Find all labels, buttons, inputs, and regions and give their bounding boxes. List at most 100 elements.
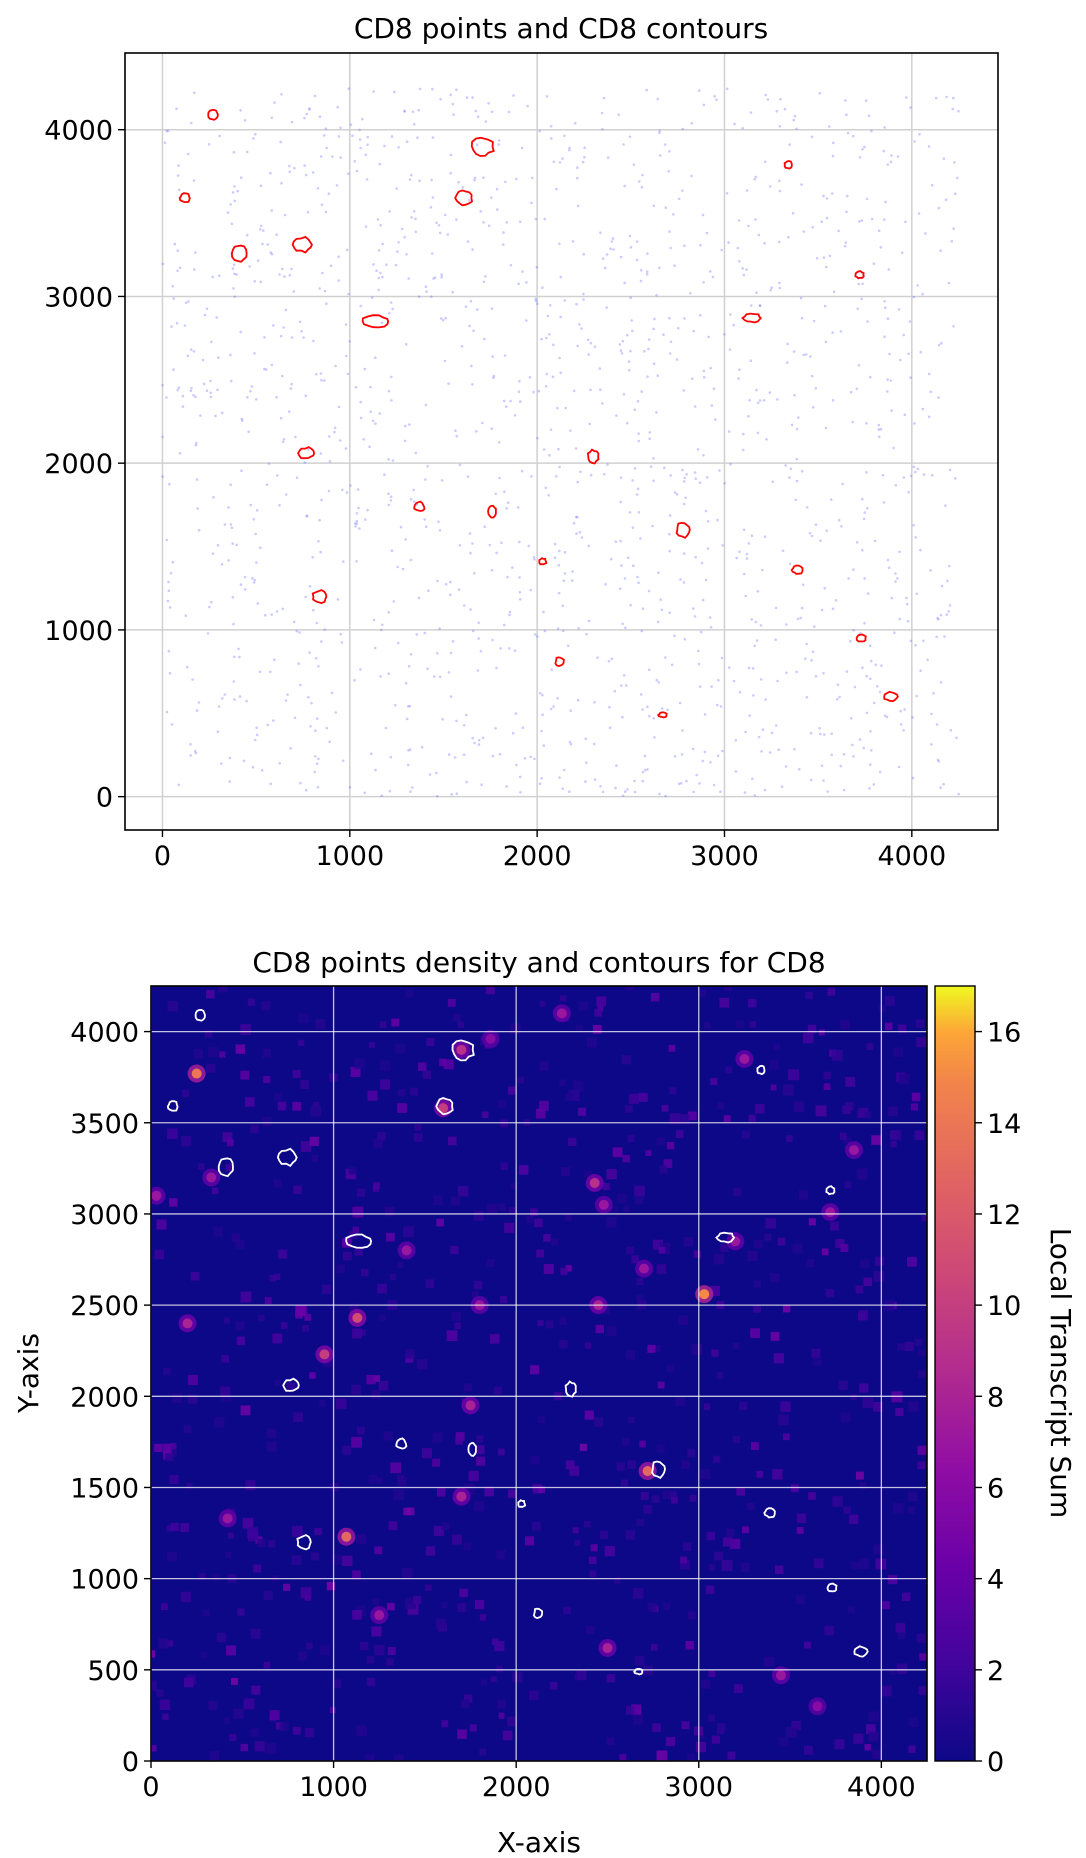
cd8-point	[866, 507, 869, 510]
density-cell	[221, 1355, 229, 1363]
cd8-point	[416, 136, 419, 139]
cd8-point	[452, 113, 455, 116]
cd8-point	[939, 786, 942, 789]
density-cell	[473, 1501, 484, 1512]
cd8-point	[548, 304, 552, 307]
cd8-point	[495, 187, 499, 191]
cd8-point	[571, 579, 574, 582]
density-cell	[263, 1076, 271, 1084]
cd8-point	[811, 406, 815, 409]
cd8-point	[429, 206, 433, 209]
cd8-point	[867, 114, 871, 118]
density-cell	[572, 1527, 579, 1534]
cd8-point	[381, 242, 384, 246]
cd8-point	[763, 160, 767, 164]
cd8-point	[763, 241, 766, 245]
cd8-point	[283, 213, 287, 217]
cd8-point	[576, 176, 579, 180]
density-cell	[643, 1504, 653, 1514]
cd8-point	[861, 148, 864, 151]
cd8-point	[455, 435, 459, 438]
density-cell	[213, 1226, 224, 1237]
cd8-point	[540, 777, 543, 780]
cd8-point	[652, 362, 656, 366]
cd8-point	[469, 608, 472, 611]
cd8-point	[555, 475, 558, 478]
cd8-point	[466, 240, 470, 243]
cd8-point	[342, 560, 345, 563]
density-cell	[366, 1374, 376, 1385]
density-cell	[257, 1538, 266, 1548]
cd8-point	[725, 87, 729, 91]
density-cell	[576, 1670, 587, 1681]
cd8-point	[820, 764, 824, 767]
cd8-point	[451, 102, 455, 106]
cd8-point	[629, 246, 633, 249]
cd8-point	[750, 618, 753, 621]
cd8-point	[861, 666, 864, 669]
density-cell	[616, 1462, 625, 1471]
density-cell	[584, 1410, 594, 1420]
cd8-point	[337, 405, 341, 409]
density-cell	[668, 1045, 676, 1052]
density-cell	[753, 1305, 761, 1313]
cd8-point	[476, 669, 480, 672]
cd8-point	[441, 717, 444, 721]
cd8-point	[468, 324, 471, 328]
cd8-point	[827, 125, 831, 128]
cd8-point	[605, 306, 608, 309]
cd8-point	[328, 460, 332, 463]
cd8-point	[633, 467, 637, 470]
cd8-point	[621, 622, 624, 626]
cd8-point	[612, 248, 615, 251]
cd8-point	[462, 724, 466, 727]
cd8-point	[318, 287, 322, 290]
cd8-point	[194, 443, 198, 447]
density-cell	[679, 1559, 690, 1570]
cd8-point	[754, 175, 758, 179]
cd8-point	[431, 196, 435, 199]
cd8-point	[314, 755, 317, 758]
cd8-point	[771, 480, 774, 484]
density-cell	[302, 1324, 310, 1332]
cd8-point	[229, 379, 233, 383]
cd8-point	[643, 754, 647, 758]
cd8-contour	[883, 690, 899, 703]
cd8-point	[947, 281, 951, 285]
cd8-point	[800, 469, 804, 473]
cd8-point	[455, 218, 458, 221]
cd8-point	[904, 96, 908, 99]
cd8-point	[521, 270, 524, 273]
density-cell	[530, 1455, 540, 1465]
cd8-point	[777, 240, 781, 244]
density-cell	[796, 1513, 807, 1523]
cd8-point	[668, 352, 672, 355]
cd8-point	[512, 94, 515, 97]
density-cell	[379, 1079, 390, 1090]
density-cell	[722, 1537, 732, 1547]
cd8-point	[825, 216, 829, 220]
density-cell	[393, 1489, 404, 1500]
cd8-point	[669, 474, 672, 477]
cd8-point	[230, 222, 234, 226]
cd8-point	[231, 542, 234, 545]
cd8-point	[284, 699, 288, 702]
cd8-point	[699, 313, 702, 317]
cd8-point	[293, 166, 296, 170]
density-hotspot	[438, 1103, 449, 1114]
cd8-point	[401, 567, 405, 571]
density-cell	[550, 1682, 558, 1690]
cd8-point	[209, 391, 213, 395]
cd8-point	[856, 307, 859, 311]
cd8-point	[698, 481, 702, 485]
cd8-point	[228, 780, 232, 783]
cd8-point	[819, 539, 822, 542]
density-cell	[417, 1359, 428, 1370]
cd8-point	[466, 475, 470, 478]
cd8-point	[516, 506, 520, 509]
density-cell	[169, 1198, 178, 1207]
cd8-point	[518, 540, 521, 544]
cd8-point	[273, 101, 276, 104]
cd8-point	[623, 577, 627, 580]
cd8-point	[653, 317, 656, 321]
